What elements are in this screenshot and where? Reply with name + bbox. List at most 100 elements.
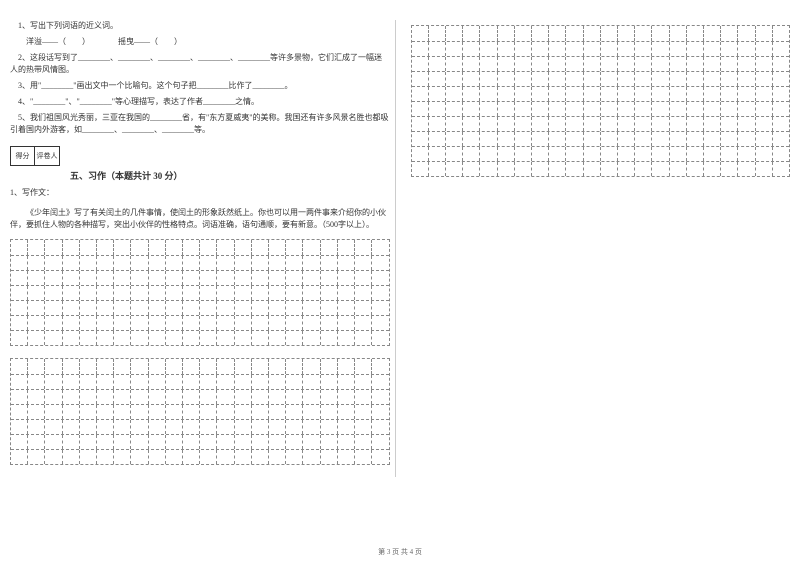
grid-cell [652, 26, 669, 41]
grid-cell [670, 26, 687, 41]
essay-label: 1、写作文： [10, 187, 390, 199]
grid-cell [480, 162, 497, 176]
grid-cell [235, 390, 252, 404]
grid-cell [131, 316, 148, 330]
grid-cell [618, 87, 635, 101]
grid-cell [372, 390, 388, 404]
grid-cell [200, 420, 217, 434]
question-5: 5、我们祖国风光秀丽，三亚在我国的________省，有"东方夏威夷"的美称。我… [10, 112, 390, 136]
grid-cell [355, 359, 372, 374]
grid-cell [200, 301, 217, 315]
grid-cell [80, 435, 97, 449]
grid-cell [45, 420, 62, 434]
grid-cell [670, 72, 687, 86]
grid-cell [303, 301, 320, 315]
grid-cell [252, 301, 269, 315]
grid-cell [566, 147, 583, 161]
grid-cell [303, 435, 320, 449]
grid-cell [269, 316, 286, 330]
grid-cell [11, 375, 28, 389]
grid-cell [412, 117, 429, 131]
grid-cell [28, 316, 45, 330]
grid-cell [652, 42, 669, 56]
grid-cell [11, 271, 28, 285]
grid-cell [97, 420, 114, 434]
grid-cell [372, 435, 388, 449]
grid-block-1 [10, 239, 390, 346]
grid-cell [166, 286, 183, 300]
grid-row [11, 255, 389, 270]
grid-cell [114, 405, 131, 419]
grid-cell [235, 420, 252, 434]
grid-cell [114, 435, 131, 449]
grid-cell [773, 42, 789, 56]
grid-cell [338, 331, 355, 345]
grid-cell [45, 240, 62, 255]
grid-cell [235, 271, 252, 285]
grid-cell [480, 102, 497, 116]
grid-cell [252, 420, 269, 434]
grid-cell [80, 286, 97, 300]
grid-cell [372, 375, 388, 389]
grid-cell [235, 286, 252, 300]
grid-cell [738, 87, 755, 101]
grid-cell [480, 72, 497, 86]
grid-cell [149, 256, 166, 270]
grid-cell [235, 435, 252, 449]
grid-cell [498, 26, 515, 41]
grid-cell [721, 57, 738, 71]
grid-cell [217, 450, 234, 464]
grid-cell [166, 316, 183, 330]
grid-cell [28, 271, 45, 285]
grid-cell [601, 26, 618, 41]
grid-cell [321, 271, 338, 285]
grid-cell [97, 316, 114, 330]
grid-cell [286, 375, 303, 389]
grid-cell [80, 405, 97, 419]
grid-cell [217, 420, 234, 434]
grid-cell [80, 316, 97, 330]
grid-cell [11, 331, 28, 345]
grid-cell [321, 286, 338, 300]
grid-cell [269, 390, 286, 404]
grid-cell [773, 147, 789, 161]
grid-cell [412, 26, 429, 41]
grid-cell [303, 271, 320, 285]
grid-cell [549, 162, 566, 176]
grid-row [412, 26, 790, 41]
grid-cell [200, 271, 217, 285]
grid-cell [446, 72, 463, 86]
grid-cell [269, 271, 286, 285]
grid-cell [252, 450, 269, 464]
grid-cell [183, 301, 200, 315]
grid-cell [355, 256, 372, 270]
grid-cell [28, 420, 45, 434]
grid-cell [738, 57, 755, 71]
grid-cell [704, 162, 721, 176]
grid-cell [355, 435, 372, 449]
grid-cell [584, 132, 601, 146]
grid-cell [704, 26, 721, 41]
grid-cell [131, 256, 148, 270]
grid-row [11, 315, 389, 330]
grid-cell [480, 87, 497, 101]
grid-cell [97, 435, 114, 449]
grid-cell [200, 405, 217, 419]
question-3: 3、用"________"画出文中一个比喻句。这个句子把________比作了_… [10, 80, 390, 92]
grid-cell [446, 42, 463, 56]
grid-cell [566, 102, 583, 116]
grid-cell [166, 375, 183, 389]
grid-cell [670, 162, 687, 176]
grid-cell [63, 450, 80, 464]
grid-cell [80, 331, 97, 345]
grid-cell [321, 375, 338, 389]
grid-cell [670, 42, 687, 56]
grid-cell [756, 147, 773, 161]
grid-cell [670, 102, 687, 116]
grid-cell [321, 331, 338, 345]
grid-cell [269, 301, 286, 315]
grid-cell [532, 132, 549, 146]
grid-cell [480, 57, 497, 71]
grid-cell [97, 256, 114, 270]
grid-cell [235, 405, 252, 419]
